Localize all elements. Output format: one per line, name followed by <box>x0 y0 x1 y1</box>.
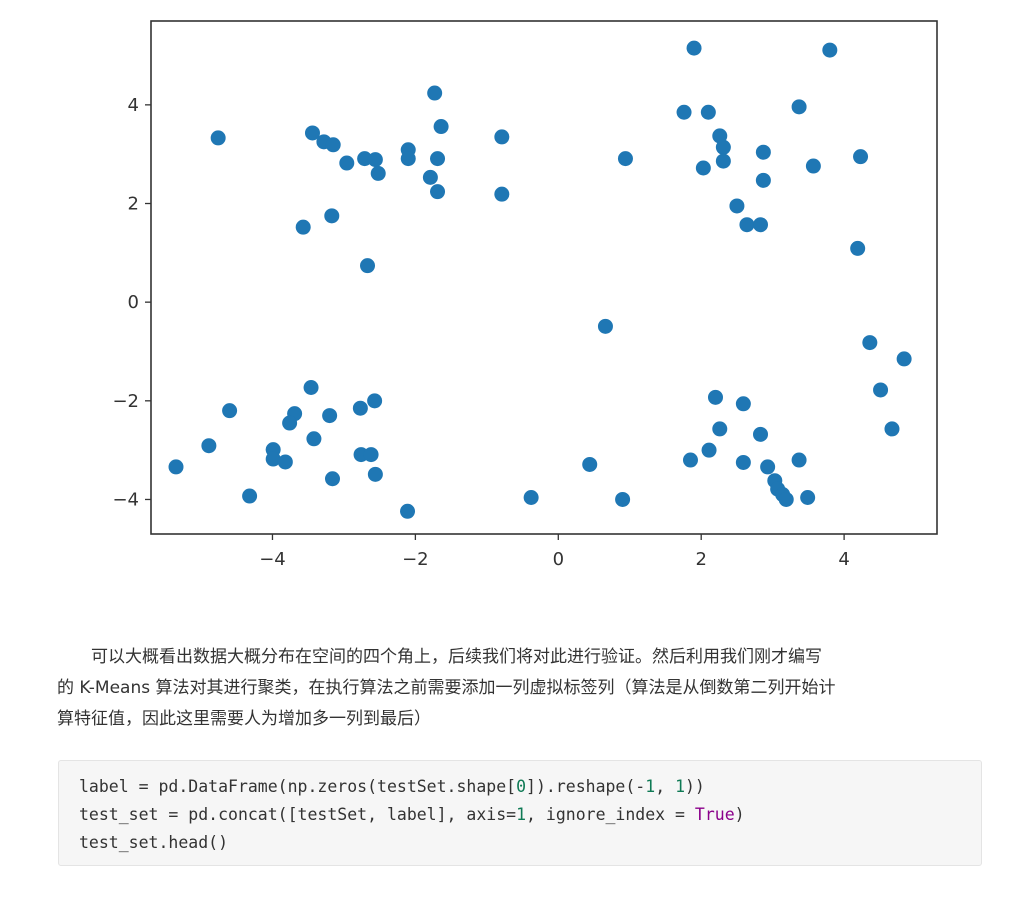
data-point <box>778 491 794 507</box>
paragraph-line-3: 算特征值，因此这里需要人为增加多一列到最后） <box>57 709 431 729</box>
data-point <box>367 152 383 168</box>
x-tick-label: 0 <box>553 549 564 570</box>
data-point <box>422 169 438 185</box>
data-point <box>735 454 751 470</box>
data-point <box>682 452 698 468</box>
data-point <box>853 149 869 165</box>
data-point <box>800 489 816 505</box>
x-tick-label: −2 <box>402 549 429 570</box>
y-tick-label: −2 <box>112 391 139 412</box>
data-point <box>791 452 807 468</box>
data-point <box>433 119 449 135</box>
code-line-1: label = pd.DataFrame(np.zeros(testSet.sh… <box>79 777 705 796</box>
scatter-chart: −4 −2 0 2 4 −4 −2 0 2 4 <box>112 20 938 570</box>
code-line-3: test_set.head() <box>79 833 229 852</box>
data-point <box>862 335 878 351</box>
data-points <box>168 40 912 519</box>
x-tick-label: 2 <box>695 549 706 570</box>
data-point <box>363 447 379 463</box>
data-point <box>753 426 769 442</box>
data-point <box>791 99 807 115</box>
data-point <box>686 40 702 56</box>
data-point <box>324 208 340 224</box>
data-point <box>715 153 731 169</box>
x-axis: −4 −2 0 2 4 <box>259 534 850 570</box>
data-point <box>339 155 355 171</box>
data-point <box>896 351 912 367</box>
data-point <box>306 431 322 447</box>
data-point <box>427 85 443 101</box>
code-block: label = pd.DataFrame(np.zeros(testSet.sh… <box>58 760 982 866</box>
data-point <box>755 172 771 188</box>
data-point <box>712 128 728 144</box>
data-point <box>715 139 731 155</box>
data-point <box>325 137 341 153</box>
data-point <box>735 396 751 412</box>
data-point <box>265 451 281 467</box>
data-point <box>805 158 821 174</box>
y-tick-label: 4 <box>128 95 139 116</box>
data-point <box>242 488 258 504</box>
data-point <box>295 219 311 235</box>
data-point <box>850 240 866 256</box>
plot-area-frame <box>150 20 938 535</box>
data-point <box>700 104 716 120</box>
data-point <box>494 186 510 202</box>
data-point <box>739 217 755 233</box>
data-point <box>168 459 184 475</box>
data-point <box>360 258 376 274</box>
data-point <box>400 151 416 167</box>
data-point <box>430 151 446 167</box>
data-point <box>430 184 446 200</box>
y-tick-label: 0 <box>128 292 139 313</box>
paragraph-line-2: 的 K-Means 算法对其进行聚类，在执行算法之前需要添加一列虚拟标签列（算法… <box>57 678 836 698</box>
y-axis: −4 −2 0 2 4 <box>112 95 151 510</box>
data-point <box>753 217 769 233</box>
data-point <box>695 160 711 176</box>
data-point <box>322 408 338 424</box>
data-point <box>873 382 889 398</box>
data-point <box>676 104 692 120</box>
body-paragraph: 可以大概看出数据大概分布在空间的四个角上，后续我们将对此进行验证。然后利用我们刚… <box>57 642 987 735</box>
data-point <box>277 454 293 470</box>
data-point <box>201 438 217 454</box>
x-tick-label: −4 <box>259 549 286 570</box>
data-point <box>352 400 368 416</box>
x-tick-label: 4 <box>838 549 849 570</box>
data-point <box>760 459 776 475</box>
data-point <box>712 421 728 437</box>
data-point <box>701 442 717 458</box>
data-point <box>367 393 383 409</box>
data-point <box>729 198 745 214</box>
data-point <box>304 125 320 141</box>
data-point <box>494 129 510 145</box>
y-tick-label: 2 <box>128 194 139 215</box>
data-point <box>597 318 613 334</box>
y-tick-label: −4 <box>112 489 139 510</box>
data-point <box>370 165 386 181</box>
data-point <box>222 403 238 419</box>
data-point <box>282 415 298 431</box>
code-line-2: test_set = pd.concat([testSet, label], a… <box>79 805 745 824</box>
paragraph-line-1: 可以大概看出数据大概分布在空间的四个角上，后续我们将对此进行验证。然后利用我们刚… <box>91 647 822 667</box>
data-point <box>822 42 838 58</box>
data-point <box>707 389 723 405</box>
data-point <box>367 466 383 482</box>
data-point <box>755 144 771 160</box>
data-point <box>582 456 598 472</box>
data-point <box>617 151 633 167</box>
data-point <box>303 379 319 395</box>
data-point <box>400 503 416 519</box>
data-point <box>210 130 226 146</box>
data-point <box>324 471 340 487</box>
data-point <box>523 489 539 505</box>
data-point <box>884 421 900 437</box>
data-point <box>615 491 631 507</box>
